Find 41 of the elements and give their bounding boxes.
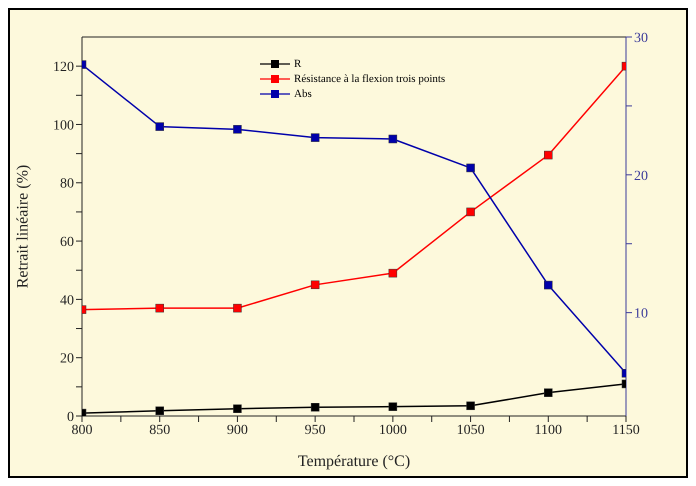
x-tick-label: 900 bbox=[226, 422, 248, 438]
x-tick-label: 1050 bbox=[456, 422, 485, 438]
point bbox=[233, 404, 242, 413]
point bbox=[233, 125, 242, 134]
legend-label: Abs bbox=[294, 88, 312, 100]
x-tick-label: 1100 bbox=[534, 422, 562, 438]
point bbox=[388, 268, 398, 278]
y-tick-label: 20 bbox=[60, 352, 74, 367]
legend-label: Résistance à la flexion trois points bbox=[294, 72, 446, 84]
x-tick-label: 1150 bbox=[612, 422, 640, 438]
x-tick-label: 850 bbox=[149, 422, 170, 438]
y-tick-label: 100 bbox=[53, 118, 74, 134]
point bbox=[388, 402, 398, 411]
x-tick-label: 800 bbox=[72, 422, 92, 438]
y-tick-label: 0 bbox=[67, 410, 74, 425]
point bbox=[155, 122, 164, 131]
point bbox=[233, 304, 242, 312]
y2-tick-label: 30 bbox=[634, 30, 648, 46]
x-tick-label: 1000 bbox=[378, 422, 407, 438]
y-axis-title: Retrait linéaire (%) bbox=[14, 164, 32, 288]
point bbox=[544, 388, 553, 397]
y2-tick-label: 20 bbox=[634, 168, 648, 184]
point bbox=[310, 133, 320, 142]
y-tick-label: 80 bbox=[60, 176, 74, 192]
y2-tick-label: 10 bbox=[634, 306, 648, 322]
legend-label: R bbox=[294, 58, 302, 70]
x-axis-title: Température (°C) bbox=[298, 453, 410, 470]
point bbox=[310, 403, 320, 412]
point bbox=[155, 406, 164, 415]
y-tick-label: 40 bbox=[60, 293, 74, 308]
y-tick-label: 60 bbox=[60, 235, 74, 250]
x-tick-label: 950 bbox=[304, 422, 326, 438]
point bbox=[466, 402, 475, 410]
point bbox=[544, 280, 553, 290]
point bbox=[544, 150, 553, 160]
point bbox=[155, 304, 164, 312]
point bbox=[388, 134, 398, 144]
point bbox=[466, 208, 475, 216]
point bbox=[466, 164, 475, 172]
y-tick-label: 120 bbox=[53, 60, 74, 76]
point bbox=[310, 280, 320, 290]
